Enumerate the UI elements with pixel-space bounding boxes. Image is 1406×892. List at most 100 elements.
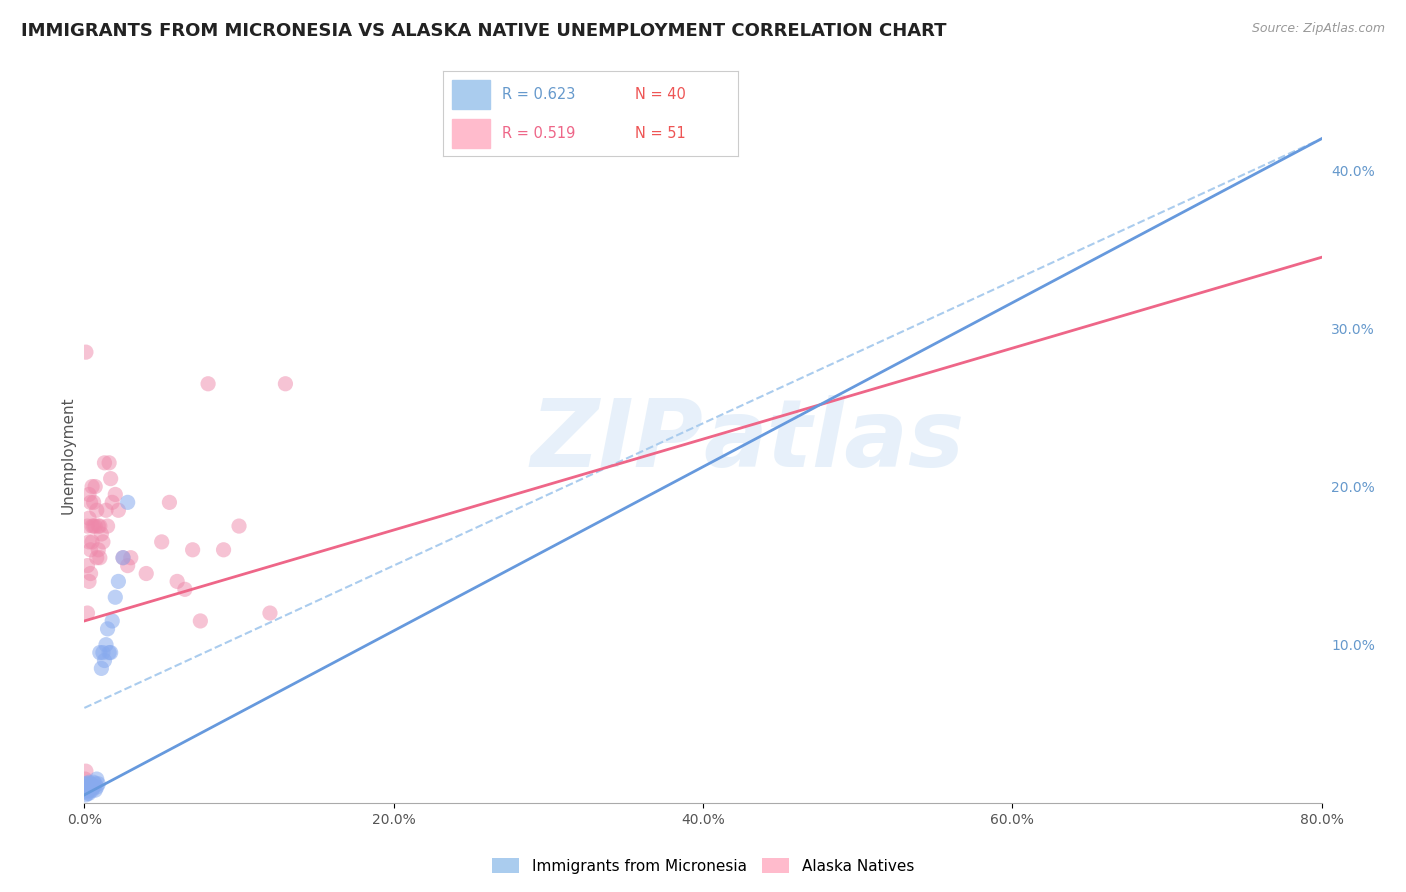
Point xyxy=(83,780,105,794)
Point xyxy=(84,777,107,791)
Legend: Immigrants from Micronesia, Alaska Natives: Immigrants from Micronesia, Alaska Nativ… xyxy=(486,852,920,880)
Point xyxy=(91,534,114,549)
Point xyxy=(228,519,250,533)
Point xyxy=(76,786,98,800)
Point xyxy=(76,785,98,799)
Point xyxy=(76,558,98,573)
Point xyxy=(84,479,107,493)
Point xyxy=(77,786,100,800)
Point xyxy=(77,781,100,796)
Point xyxy=(159,495,181,509)
Point xyxy=(101,495,124,509)
Point xyxy=(82,479,104,493)
Text: N = 51: N = 51 xyxy=(636,126,686,141)
Point xyxy=(79,542,101,557)
Point xyxy=(107,503,129,517)
Point xyxy=(84,519,107,533)
Point xyxy=(76,780,98,794)
Point xyxy=(89,550,111,565)
Point xyxy=(77,511,100,525)
Point xyxy=(274,376,297,391)
Point xyxy=(79,566,101,581)
Point xyxy=(83,775,105,789)
Point xyxy=(77,775,100,789)
Point xyxy=(97,622,120,636)
Point xyxy=(104,591,127,605)
Point xyxy=(82,519,104,533)
Point xyxy=(75,780,97,794)
Point xyxy=(86,780,108,794)
Text: atlas: atlas xyxy=(703,395,965,487)
Point xyxy=(93,456,115,470)
Point xyxy=(77,574,100,589)
Point xyxy=(75,772,97,786)
Text: Source: ZipAtlas.com: Source: ZipAtlas.com xyxy=(1251,22,1385,36)
Point xyxy=(181,542,204,557)
Point xyxy=(166,574,188,589)
Point xyxy=(90,661,112,675)
Point xyxy=(104,487,127,501)
Point xyxy=(77,534,100,549)
FancyBboxPatch shape xyxy=(451,80,491,109)
Point xyxy=(89,646,111,660)
Point xyxy=(82,534,104,549)
Point xyxy=(75,780,97,794)
Point xyxy=(82,778,104,792)
FancyBboxPatch shape xyxy=(451,119,491,147)
Point xyxy=(83,519,105,533)
Point xyxy=(82,781,104,796)
Point xyxy=(117,558,139,573)
Point xyxy=(259,606,281,620)
Point xyxy=(76,777,98,791)
Point xyxy=(100,646,122,660)
Text: N = 40: N = 40 xyxy=(636,87,686,102)
Point xyxy=(197,376,219,391)
Point xyxy=(98,646,121,660)
Point xyxy=(174,582,197,597)
Point xyxy=(150,534,173,549)
Point xyxy=(82,783,104,797)
Point xyxy=(112,550,135,565)
Point xyxy=(93,653,115,667)
Point xyxy=(75,764,97,779)
Point xyxy=(120,550,142,565)
Point xyxy=(87,542,110,557)
Text: R = 0.623: R = 0.623 xyxy=(502,87,575,102)
Point xyxy=(77,783,100,797)
Point xyxy=(91,646,114,660)
Point xyxy=(212,542,235,557)
Point xyxy=(87,777,110,791)
Point xyxy=(75,788,97,802)
Point xyxy=(75,777,97,791)
Point xyxy=(101,614,124,628)
Point xyxy=(83,495,105,509)
Point xyxy=(77,780,100,794)
Point xyxy=(84,783,107,797)
Point xyxy=(117,495,139,509)
Point xyxy=(79,777,101,791)
Text: R = 0.519: R = 0.519 xyxy=(502,126,575,141)
Text: IMMIGRANTS FROM MICRONESIA VS ALASKA NATIVE UNEMPLOYMENT CORRELATION CHART: IMMIGRANTS FROM MICRONESIA VS ALASKA NAT… xyxy=(21,22,946,40)
Point xyxy=(89,519,111,533)
Text: ZIP: ZIP xyxy=(530,395,703,487)
Point xyxy=(76,606,98,620)
Point xyxy=(94,503,117,517)
Point xyxy=(188,614,212,628)
Point xyxy=(135,566,157,581)
Point xyxy=(75,345,97,359)
Point xyxy=(86,503,108,517)
Point xyxy=(97,519,120,533)
Point xyxy=(90,527,112,541)
Y-axis label: Unemployment: Unemployment xyxy=(60,396,76,514)
Point xyxy=(79,495,101,509)
Point xyxy=(98,456,121,470)
Point xyxy=(76,783,98,797)
Point xyxy=(77,487,100,501)
Point xyxy=(112,550,135,565)
Point xyxy=(107,574,129,589)
Point xyxy=(94,638,117,652)
Point xyxy=(100,472,122,486)
Point xyxy=(76,519,98,533)
Point xyxy=(87,519,110,533)
Point xyxy=(86,550,108,565)
